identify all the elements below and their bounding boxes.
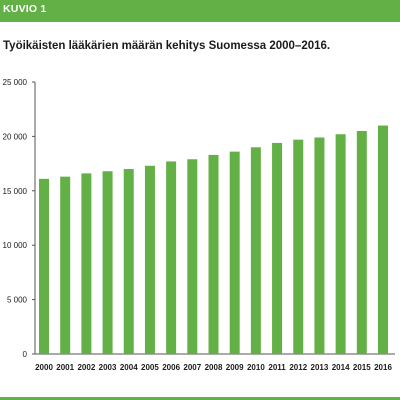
bar-2006 xyxy=(166,161,177,354)
figure-label: KUVIO 1 xyxy=(3,3,47,15)
x-tick-label: 2015 xyxy=(353,363,371,372)
x-tick-label: 2014 xyxy=(332,363,350,372)
bar-2001 xyxy=(60,176,71,354)
bar-2003 xyxy=(102,171,113,354)
bar-2016 xyxy=(378,125,388,355)
x-tick-label: 2006 xyxy=(162,363,180,372)
y-tick-label: 0 xyxy=(23,350,28,359)
bar-2011 xyxy=(272,142,283,354)
x-tick-label: 2016 xyxy=(374,363,392,372)
bar-2010 xyxy=(250,147,261,354)
x-tick-label: 2013 xyxy=(311,363,329,372)
bar-2015 xyxy=(356,130,367,354)
x-tick-label: 2012 xyxy=(289,363,307,372)
x-tick-label: 2009 xyxy=(226,363,244,372)
figure-header-band: KUVIO 1 xyxy=(0,0,400,22)
y-tick-label: 10 000 xyxy=(3,241,28,250)
y-tick-label: 20 000 xyxy=(3,132,28,141)
x-tick-label: 2008 xyxy=(205,363,223,372)
x-tick-label: 2010 xyxy=(247,363,265,372)
x-tick-label: 2002 xyxy=(77,363,95,372)
x-tick-label: 2005 xyxy=(141,363,159,372)
x-tick-label: 2003 xyxy=(99,363,117,372)
y-tick-label: 15 000 xyxy=(3,187,28,196)
bar-2012 xyxy=(293,139,304,354)
chart-title: Työikäisten lääkärien määrän kehitys Suo… xyxy=(3,40,331,52)
x-tick-label: 2007 xyxy=(183,363,201,372)
bar-2008 xyxy=(208,154,219,354)
bar-2013 xyxy=(314,137,325,354)
x-tick-label: 2011 xyxy=(268,363,286,372)
bar-2005 xyxy=(144,165,155,354)
bar-2002 xyxy=(81,173,92,354)
bar-2014 xyxy=(335,134,346,354)
y-tick-label: 25 000 xyxy=(3,78,28,87)
x-tick-label: 2000 xyxy=(35,363,53,372)
bottom-rule xyxy=(0,397,400,400)
y-tick-label: 5 000 xyxy=(7,296,28,305)
bar-2000 xyxy=(39,178,49,354)
bar-2004 xyxy=(123,169,134,354)
bar-2009 xyxy=(229,151,240,354)
x-tick-label: 2004 xyxy=(120,363,138,372)
bar-2007 xyxy=(187,159,198,354)
x-tick-label: 2001 xyxy=(56,363,74,372)
